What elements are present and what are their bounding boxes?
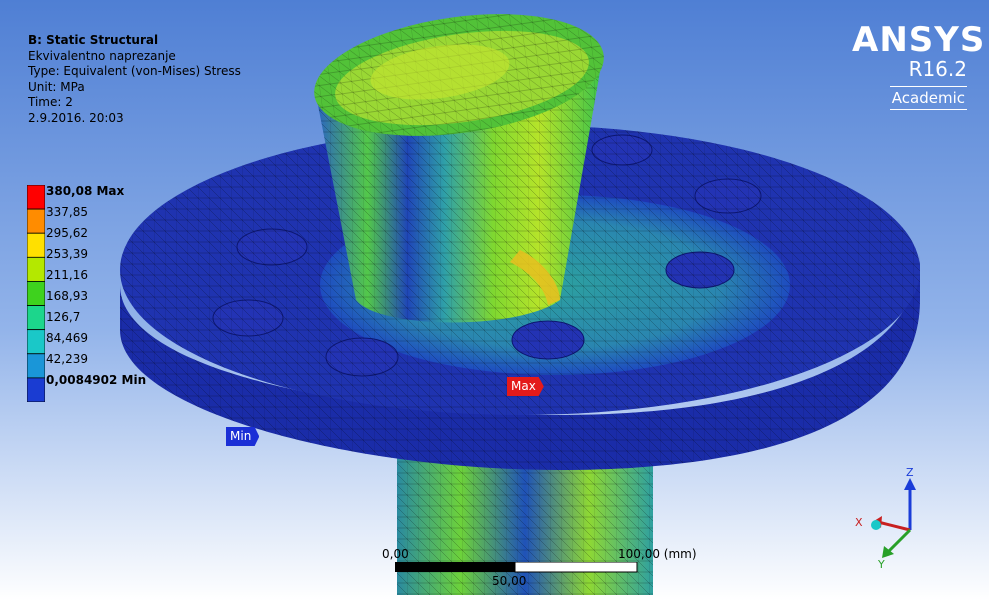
ansys-logo: ANSYS R16.2 Academic: [852, 20, 986, 110]
legend-value-min: 0,0084902 Min: [46, 373, 147, 387]
result-type: Type: Equivalent (von-Mises) Stress: [28, 64, 241, 79]
version-text: R16.2: [908, 57, 967, 81]
result-name: Ekvivalentno naprezanje: [28, 48, 176, 63]
legend-color-cell: [27, 256, 45, 282]
edition-text: Academic: [889, 86, 967, 110]
legend-value: 295,62: [46, 226, 88, 240]
scale-ruler: [395, 562, 638, 573]
analysis-title: B: Static Structural: [28, 33, 159, 47]
legend-color-cell: [27, 208, 45, 234]
max-probe-label[interactable]: Max: [507, 377, 544, 396]
legend-value: 42,239: [46, 352, 88, 366]
color-legend-bar[interactable]: [27, 185, 45, 402]
legend-value-max: 380,08 Max: [46, 184, 125, 198]
result-info: B: Static Structural Ekvivalentno naprez…: [28, 33, 241, 127]
legend-color-cell: [27, 353, 45, 379]
legend-value: 253,39: [46, 247, 88, 261]
scale-label-left: 0,00: [382, 547, 409, 561]
legend-value: 211,16: [46, 268, 88, 282]
scale-label-mid: 50,00: [492, 574, 527, 588]
result-date: 2.9.2016. 20:03: [28, 110, 124, 125]
result-unit: Unit: MPa: [28, 79, 85, 94]
legend-value: 126,7: [46, 310, 81, 324]
min-probe-label[interactable]: Min: [226, 427, 260, 446]
legend-color-cell: [27, 329, 45, 355]
axis-z-label: Z: [906, 466, 914, 479]
legend-value: 168,93: [46, 289, 88, 303]
result-time: Time: 2: [28, 95, 73, 110]
legend-value: 337,85: [46, 205, 88, 219]
legend-color-cell: [27, 281, 45, 306]
axis-triad[interactable]: [848, 470, 943, 575]
brand-text: ANSYS: [852, 20, 986, 60]
legend-color-cell: [27, 185, 45, 210]
axis-x-label: X: [855, 516, 863, 529]
legend-color-cell: [27, 377, 45, 402]
legend-color-cell: [27, 232, 45, 258]
scale-label-right: 100,00 (mm): [618, 547, 697, 561]
legend-value: 84,469: [46, 331, 88, 345]
legend-color-cell: [27, 305, 45, 331]
color-legend-values: 380,08 Max 337,85 295,62 253,39 211,16 1…: [46, 181, 146, 391]
axis-y-label: Y: [878, 558, 885, 571]
